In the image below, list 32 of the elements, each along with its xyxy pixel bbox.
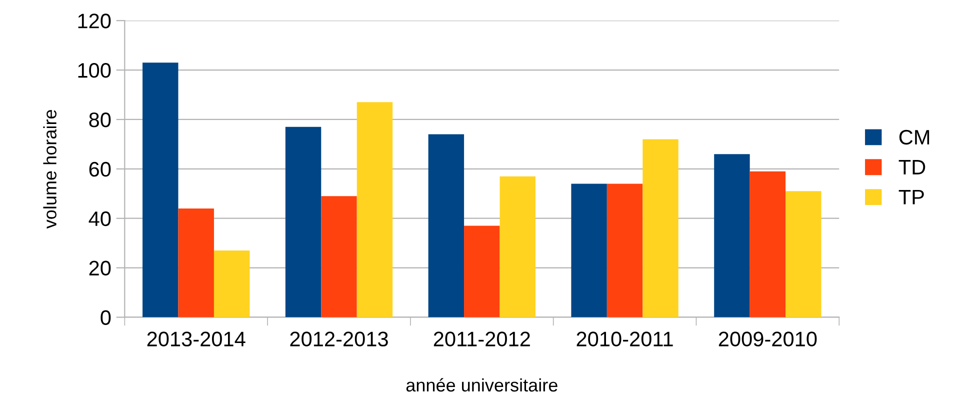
y-tick-label: 60 xyxy=(89,162,111,177)
bar xyxy=(285,126,322,318)
x-tick-label: 2010-2011 xyxy=(576,332,673,346)
bar xyxy=(428,134,464,318)
bar xyxy=(214,250,250,318)
y-tick-label: 20 xyxy=(89,260,111,276)
y-tick-label: 80 xyxy=(89,112,111,128)
x-tick-label: 2009-2010 xyxy=(718,332,817,346)
legend-label: TP xyxy=(898,190,924,204)
bar xyxy=(750,171,786,318)
x-tick-label: 2012-2013 xyxy=(290,332,388,346)
bar xyxy=(714,154,750,318)
y-axis-title: volume horaire xyxy=(43,110,56,229)
bar xyxy=(571,184,607,318)
bar xyxy=(356,102,393,318)
y-tick-label: 0 xyxy=(100,310,111,325)
x-tick-label: 2013-2014 xyxy=(147,332,246,346)
legend-label: TD xyxy=(898,160,926,174)
x-tick-label: 2011-2012 xyxy=(434,332,530,346)
bar xyxy=(321,196,357,318)
bar xyxy=(178,208,214,318)
bar xyxy=(464,226,500,318)
y-tick-label: 120 xyxy=(78,14,111,28)
bar xyxy=(142,62,178,318)
x-axis-title: année universitaire xyxy=(406,378,558,392)
bar xyxy=(786,191,822,318)
bar xyxy=(606,184,643,318)
bar xyxy=(500,176,536,318)
bar xyxy=(642,139,678,318)
y-tick-label: 100 xyxy=(78,63,111,78)
legend-label: CM xyxy=(899,130,930,145)
y-tick-label: 40 xyxy=(88,211,111,226)
